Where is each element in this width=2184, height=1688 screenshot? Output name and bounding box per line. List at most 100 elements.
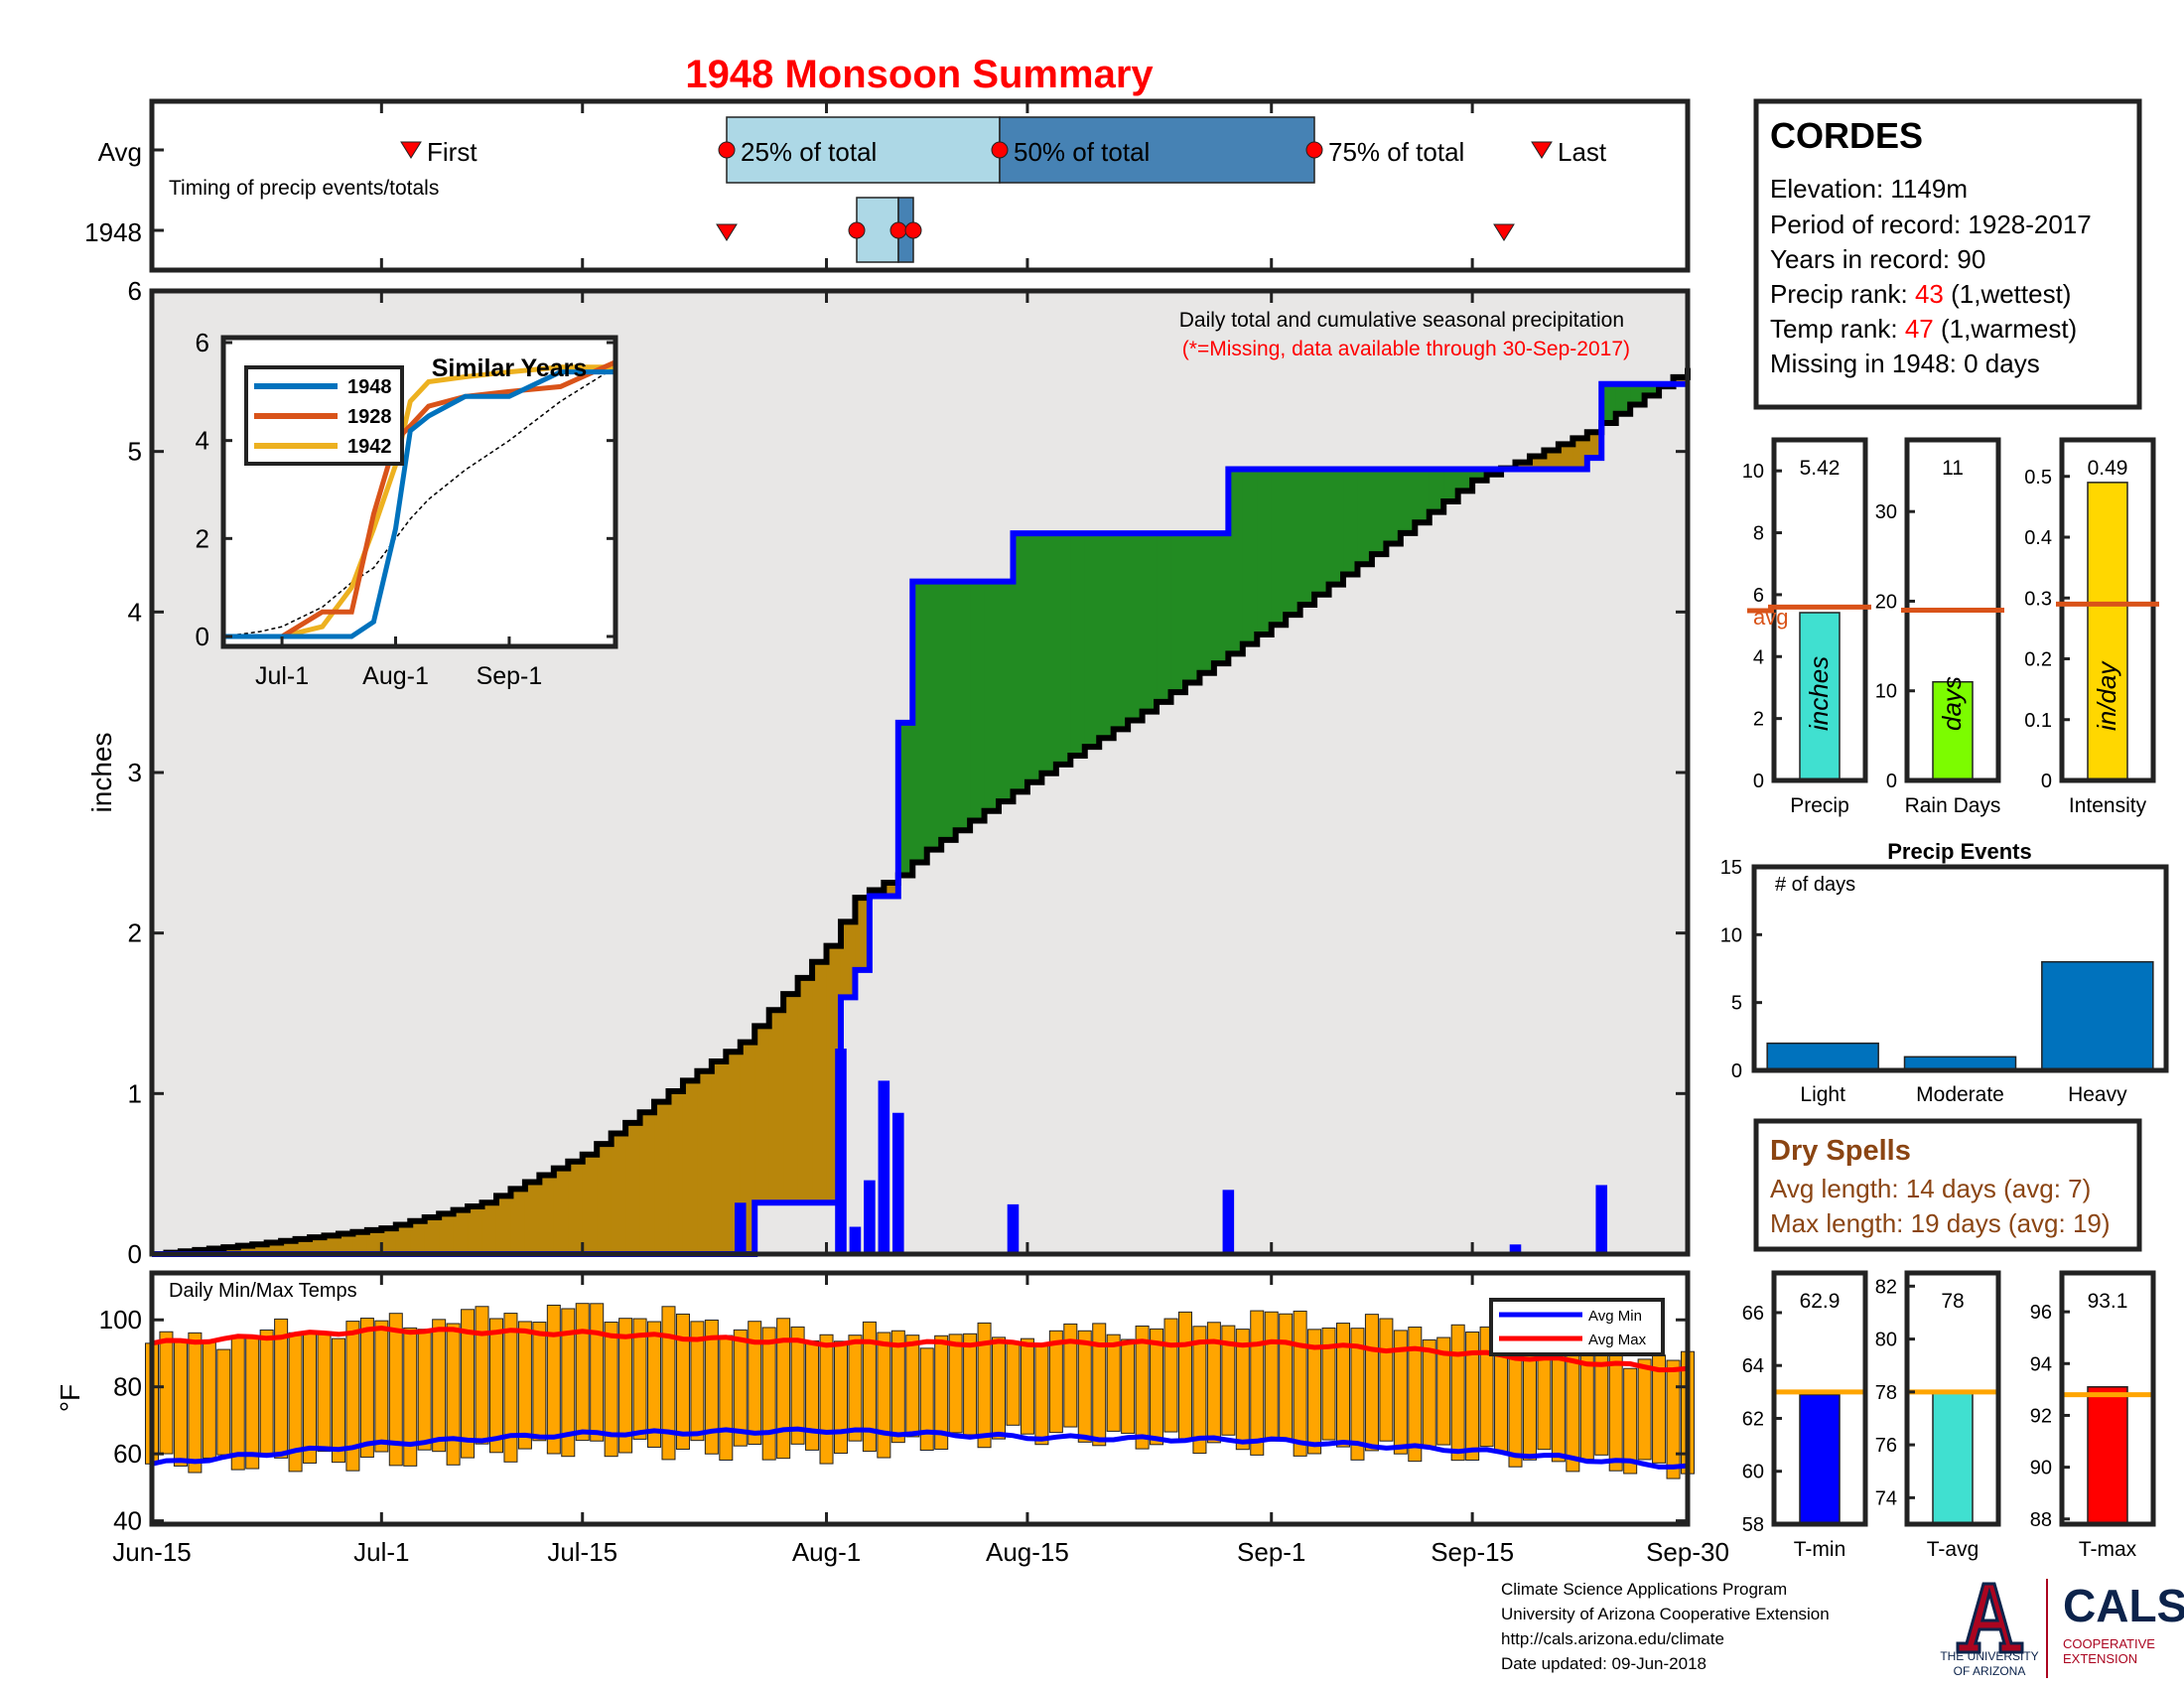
station-years: Years in record: 90 <box>1770 244 1985 274</box>
date-axis-labels: Jun-15 Jul-1 Jul-15 Aug-1 Aug-15 Sep-1 Sep-15 S… <box>112 1537 1729 1567</box>
coop-line2: EXTENSION <box>2063 1651 2137 1666</box>
temp-stat-bar-tmax <box>2087 1386 2128 1525</box>
station-elevation: Elevation: 1149m <box>1770 174 1968 204</box>
stat-label-rain-days: Rain Days <box>1905 794 2001 817</box>
deficit-fill <box>625 1122 641 1254</box>
daily-temp-bar <box>1221 1325 1236 1436</box>
surplus-fill <box>1328 469 1344 585</box>
avg-q25-marker <box>718 141 736 159</box>
inset-x-tick-label: Jul-1 <box>255 662 309 690</box>
deficit-fill <box>611 1133 626 1254</box>
last-label: Last <box>1558 137 1607 167</box>
surplus-fill <box>1257 469 1273 634</box>
legend-label-1948: 1948 <box>347 376 392 398</box>
daily-temp-bar <box>1623 1367 1638 1475</box>
similar-years-inset: 0 2 4 6 Jul-1 Aug-1 Sep-1 Similar Years 1948 1… <box>196 328 618 690</box>
daily-temp-bar <box>1121 1338 1136 1434</box>
stat-tick-label: 0.1 <box>2024 710 2052 732</box>
daily-temp-bar <box>1034 1345 1049 1446</box>
daily-temp-bar <box>259 1329 274 1455</box>
temperature-panel: 40 60 80 100 Daily Min/Max Temps °F Avg Min… <box>55 1270 1696 1536</box>
avg-min-line <box>151 1426 1689 1470</box>
surplus-fill <box>1630 383 1646 405</box>
daily-temp-bar <box>992 1336 1007 1440</box>
temp-y-tick-label: 60 <box>113 1439 142 1469</box>
daily-temp-bar <box>1177 1311 1192 1442</box>
stat-value-precip: 5.42 <box>1800 457 1841 480</box>
daily-temp-bar <box>1020 1337 1034 1435</box>
daily-temp-bar <box>475 1306 489 1445</box>
inset-y-tick-label: 0 <box>196 622 209 651</box>
daily-temp-bar <box>1192 1326 1207 1455</box>
ua-line1: THE UNIVERSITY <box>1940 1649 2038 1663</box>
precip-y-tick-label: 2 <box>128 918 142 948</box>
daily-temp-bar <box>1450 1324 1465 1462</box>
deficit-fill <box>553 1168 569 1254</box>
temp-stat-tick-label: 60 <box>1742 1462 1764 1483</box>
deficit-fill <box>495 1196 512 1254</box>
surplus-fill <box>1357 469 1373 565</box>
surplus-fill <box>1055 533 1071 765</box>
credit-line-2: University of Arizona Cooperative Extens… <box>1501 1605 1830 1623</box>
daily-temp-bar <box>1135 1325 1150 1450</box>
stat-value-intensity: 0.49 <box>2088 457 2128 480</box>
surplus-fill <box>1601 383 1617 424</box>
stat-tick-label: 8 <box>1753 523 1764 545</box>
stat-bar-rain-days <box>1932 680 1974 781</box>
daily-precip-bar <box>1007 1203 1020 1254</box>
temp-stat-panel-tmax: 88 90 92 94 96 93.1 T-max <box>2030 1270 2156 1561</box>
dry-spells-title: Dry Spells <box>1770 1135 1911 1167</box>
timing-avg-label: Avg <box>98 137 142 167</box>
daily-temp-bar <box>1063 1323 1078 1428</box>
missing-note: (*=Missing, data available through 30-Se… <box>1182 338 1630 360</box>
daily-temp-bar <box>1364 1314 1379 1452</box>
daily-temp-bar <box>1321 1327 1336 1441</box>
temp-stat-tick-label: 90 <box>2030 1458 2052 1479</box>
surplus-fill <box>984 581 1000 811</box>
daily-temp-bar <box>862 1321 877 1453</box>
temp-stat-tick-label: 88 <box>2030 1509 2052 1531</box>
stat-bar-intensity <box>2087 482 2128 781</box>
precip-y-tick-label: 6 <box>128 276 142 306</box>
daily-precip-bar <box>864 1180 876 1254</box>
deficit-fill <box>697 1070 713 1254</box>
daily-temp-bar <box>1235 1329 1250 1451</box>
temp-stats-panels: 58 60 62 64 66 62.9 T-min 74 76 78 80 82 78 T-avg 88 90… <box>1742 1270 2156 1561</box>
event-bar-heavy <box>2041 960 2154 1071</box>
deficit-fill <box>381 1228 397 1254</box>
precip-rank-line: Precip rank: 43 (1,wettest) <box>1770 279 2071 309</box>
deficit-fill <box>424 1217 440 1254</box>
deficit-fill <box>310 1237 326 1254</box>
daily-temp-bar <box>1092 1323 1107 1447</box>
daily-temp-bar <box>359 1318 374 1458</box>
precip-average-label: avg <box>1753 605 1788 630</box>
credit-line-1: Climate Science Applications Program <box>1501 1580 1788 1599</box>
surplus-fill <box>1157 533 1172 702</box>
year-q25-marker <box>848 221 866 239</box>
daily-temp-bar <box>345 1321 360 1472</box>
date-tick-label: Sep-30 <box>1646 1537 1729 1567</box>
deficit-fill <box>840 921 857 998</box>
avg-q25-q50-box <box>726 116 1001 184</box>
date-tick-label: Jul-15 <box>547 1537 617 1567</box>
temp-stat-tick-label: 62 <box>1742 1408 1764 1430</box>
daily-temp-bar <box>1551 1346 1566 1463</box>
surplus-fill <box>926 581 942 850</box>
dry-avg-length: Avg length: 14 days (avg: 7) <box>1770 1174 2091 1203</box>
daily-temp-bar <box>1163 1318 1178 1433</box>
daily-precip-bar <box>878 1080 890 1254</box>
daily-temp-bar <box>618 1318 633 1454</box>
timing-year-label: 1948 <box>84 217 142 247</box>
surplus-fill <box>1013 533 1028 792</box>
daily-temp-bar <box>1077 1330 1092 1443</box>
precip-y-tick-label: 1 <box>128 1078 142 1108</box>
daily-temp-bar <box>317 1331 332 1453</box>
daily-precip-bar <box>892 1112 904 1254</box>
precip-note: Daily total and cumulative seasonal prec… <box>1179 309 1624 332</box>
surplus-fill <box>1142 533 1158 712</box>
stat-tick-label: 2 <box>1753 709 1764 731</box>
daily-temp-bar <box>632 1318 647 1440</box>
surplus-fill <box>1041 533 1057 774</box>
events-y-label: # of days <box>1775 874 1855 896</box>
